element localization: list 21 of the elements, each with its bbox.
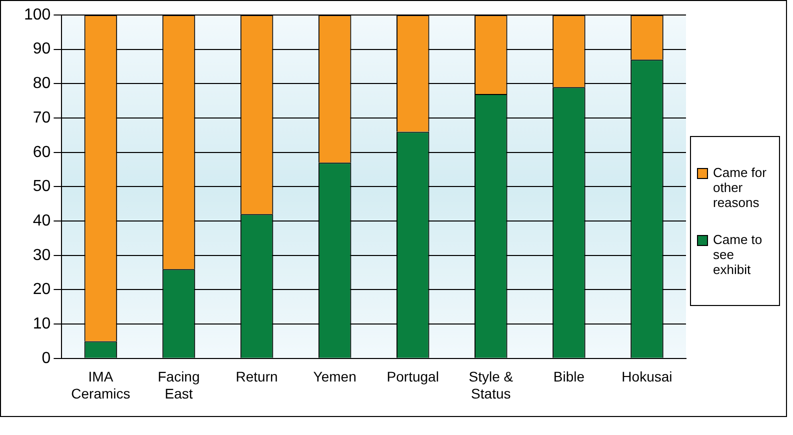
y-tick-label: 70 (32, 109, 51, 126)
x-tick-label: Style & Status (468, 368, 514, 402)
x-tick-label: Hokusai (622, 368, 672, 385)
x-tick-label: Bible (553, 368, 585, 385)
x-tick-label: Portugal (386, 368, 439, 385)
y-tick-label: 90 (32, 40, 51, 58)
y-tick-label: 80 (32, 75, 51, 92)
y-tick-label: 40 (32, 212, 51, 230)
y-tick-label: 50 (32, 178, 51, 196)
y-tick-label: 20 (32, 281, 51, 298)
y-tick-label: 0 (42, 350, 51, 367)
y-tick-label: 10 (32, 315, 51, 332)
x-tick-label: Return (236, 368, 278, 385)
y-tick-label: 30 (32, 246, 51, 264)
y-tick-label: 60 (32, 144, 51, 161)
x-tick-label: Yemen (313, 368, 356, 385)
legend-label: Came for other reasons (713, 165, 768, 210)
text: Came to see exhibit (713, 232, 764, 277)
x-tick-label: IMA Ceramics (71, 368, 130, 402)
y-tick-label: 100 (24, 6, 51, 24)
x-tick-label: Facing East (158, 368, 200, 402)
